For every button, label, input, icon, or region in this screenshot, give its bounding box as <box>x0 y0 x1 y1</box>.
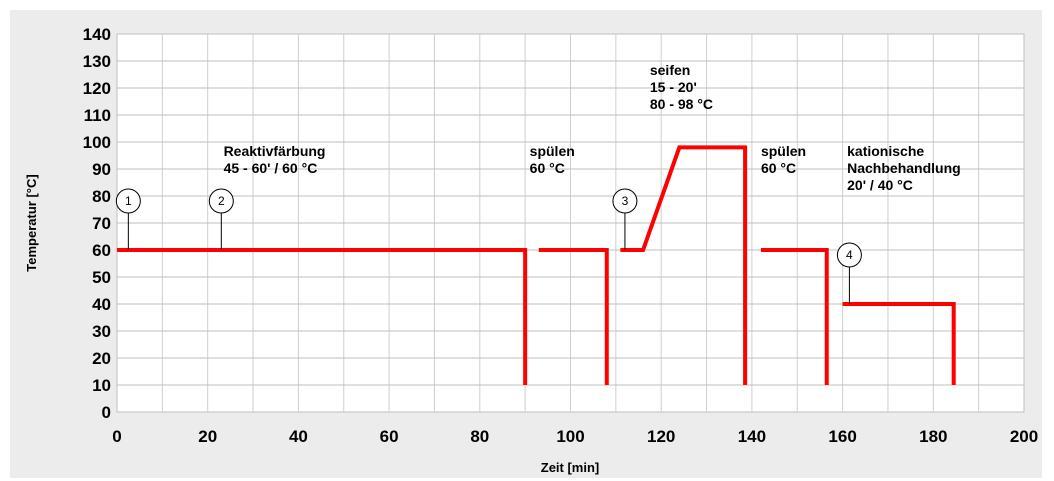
y-tick-label: 20 <box>92 349 111 368</box>
marker-circle <box>612 188 638 214</box>
annotation-line: Nachbehandlung <box>847 160 961 176</box>
annotation-line: 60 °C <box>530 160 565 176</box>
y-tick-label: 40 <box>92 295 111 314</box>
x-tick-label: 100 <box>556 427 584 446</box>
y-tick-label: 100 <box>83 133 111 152</box>
annotation-line: 20' / 40 °C <box>847 177 913 193</box>
y-tick-labels: 0 10 20 30 40 50 60 70 80 90 100 110 120 130 140 <box>83 25 111 422</box>
annotation-line: 60 °C <box>761 160 796 176</box>
annotation-line: 80 - 98 °C <box>650 96 713 112</box>
x-tick-label: 0 <box>112 427 121 446</box>
x-tick-label: 60 <box>380 427 399 446</box>
series-segment <box>620 145 748 385</box>
x-tick-label: 140 <box>738 427 766 446</box>
grid-lines <box>117 34 1024 412</box>
annotation-line: spülen <box>530 143 575 159</box>
annotation-line: 45 - 60' / 60 °C <box>224 160 318 176</box>
step-marker: 3 <box>612 188 638 250</box>
marker-circle <box>208 188 234 214</box>
marker-circle <box>115 188 141 214</box>
x-tick-label: 120 <box>647 427 675 446</box>
series-segment <box>538 248 609 385</box>
x-axis-title: Zeit [min] <box>541 460 600 475</box>
x-tick-label: 80 <box>470 427 489 446</box>
marker-number: 2 <box>218 194 225 208</box>
y-tick-label: 110 <box>84 106 111 125</box>
annotation-line: spülen <box>761 143 806 159</box>
y-tick-label: 50 <box>92 268 111 287</box>
step-markers: 1 2 3 4 <box>115 188 862 304</box>
annotation-line: Reaktivfärbung <box>224 143 326 159</box>
series-segment <box>117 248 528 385</box>
x-tick-labels: 0 20 40 60 80 100 120 140 160 180 200 <box>112 427 1038 446</box>
y-tick-label: 140 <box>83 25 111 44</box>
series-segment <box>760 248 829 385</box>
series-segment <box>842 302 956 385</box>
x-tick-label: 200 <box>1010 427 1038 446</box>
x-tick-label: 20 <box>198 427 217 446</box>
x-tick-label: 180 <box>919 427 947 446</box>
marker-circle <box>836 242 862 268</box>
step-marker: 1 <box>115 188 141 250</box>
y-tick-label: 30 <box>92 322 111 341</box>
marker-number: 1 <box>125 194 132 208</box>
marker-number: 4 <box>846 248 853 262</box>
y-axis-title: Temperatur [°C] <box>24 174 39 271</box>
y-tick-label: 90 <box>92 160 111 179</box>
annotation-line: kationische <box>847 143 924 159</box>
step-marker: 2 <box>208 188 234 250</box>
y-tick-label: 60 <box>92 241 111 260</box>
annotation-line: seifen <box>650 62 690 78</box>
annotation-line: 15 - 20' <box>650 79 697 95</box>
y-tick-label: 10 <box>92 376 111 395</box>
y-tick-label: 70 <box>92 214 111 233</box>
x-tick-label: 160 <box>828 427 856 446</box>
temperature-series <box>117 145 956 385</box>
x-tick-label: 40 <box>289 427 308 446</box>
y-tick-label: 80 <box>92 187 111 206</box>
step-marker: 4 <box>836 242 862 304</box>
y-tick-label: 120 <box>83 79 111 98</box>
y-tick-label: 130 <box>83 52 111 71</box>
y-tick-label: 0 <box>102 403 111 422</box>
marker-number: 3 <box>622 194 629 208</box>
